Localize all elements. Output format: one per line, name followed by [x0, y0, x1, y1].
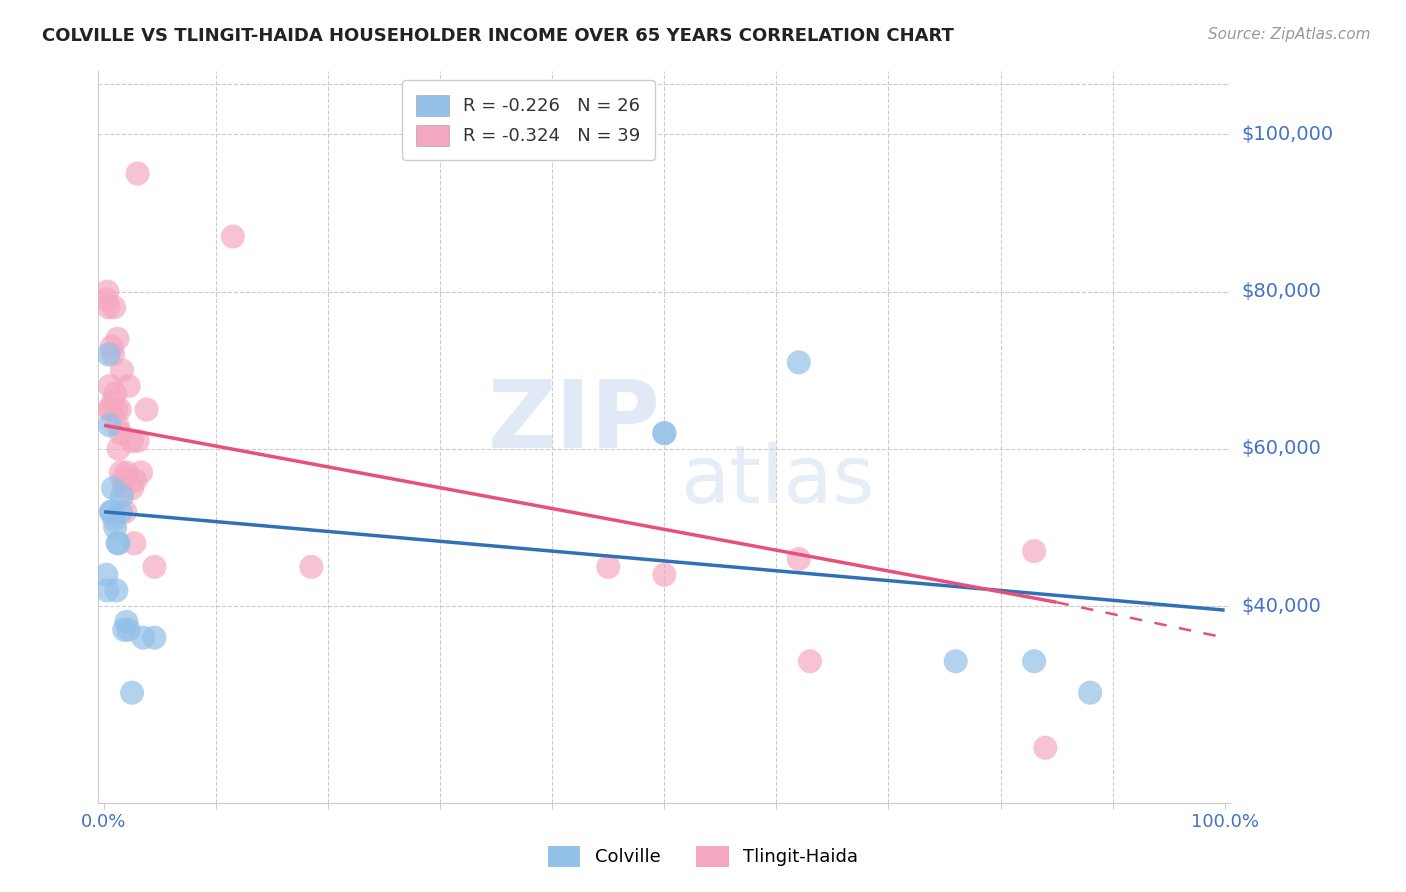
Legend: R = -0.226   N = 26, R = -0.324   N = 39: R = -0.226 N = 26, R = -0.324 N = 39 — [402, 80, 655, 160]
Point — [114, 505, 136, 519]
Point — [110, 505, 132, 519]
Point — [104, 520, 127, 534]
Point — [115, 466, 138, 480]
Text: Source: ZipAtlas.com: Source: ZipAtlas.com — [1208, 27, 1371, 42]
Point — [112, 473, 135, 487]
Point — [1033, 740, 1056, 755]
Point — [787, 552, 810, 566]
Point — [124, 473, 146, 487]
Point — [1024, 544, 1046, 558]
Point — [98, 379, 121, 393]
Point — [654, 426, 676, 441]
Point — [103, 301, 125, 315]
Point — [1078, 686, 1101, 700]
Point — [101, 340, 124, 354]
Text: $40,000: $40,000 — [1241, 597, 1322, 615]
Point — [111, 489, 134, 503]
Point — [97, 402, 120, 417]
Point — [107, 442, 129, 456]
Point — [143, 631, 166, 645]
Text: COLVILLE VS TLINGIT-HAIDA HOUSEHOLDER INCOME OVER 65 YEARS CORRELATION CHART: COLVILLE VS TLINGIT-HAIDA HOUSEHOLDER IN… — [42, 27, 955, 45]
Point — [129, 466, 152, 480]
Point — [121, 434, 143, 448]
Text: $80,000: $80,000 — [1241, 282, 1322, 301]
Point — [107, 332, 129, 346]
Point — [96, 567, 118, 582]
Point — [103, 513, 125, 527]
Point — [143, 559, 166, 574]
Point — [112, 623, 135, 637]
Point — [96, 293, 118, 307]
Point — [598, 559, 620, 574]
Text: ZIP: ZIP — [488, 376, 661, 468]
Point — [105, 402, 128, 417]
Point — [110, 466, 132, 480]
Point — [299, 559, 322, 574]
Point — [98, 418, 121, 433]
Point — [945, 654, 967, 668]
Point — [121, 481, 143, 495]
Point — [654, 426, 676, 441]
Point — [121, 686, 143, 700]
Point — [105, 583, 128, 598]
Point — [97, 301, 120, 315]
Point — [127, 434, 149, 448]
Point — [101, 394, 124, 409]
Point — [107, 536, 129, 550]
Point — [1024, 654, 1046, 668]
Point — [115, 615, 138, 629]
Text: $60,000: $60,000 — [1241, 440, 1322, 458]
Point — [654, 567, 676, 582]
Point — [100, 402, 122, 417]
Point — [101, 505, 124, 519]
Text: atlas: atlas — [681, 442, 875, 520]
Point — [96, 583, 118, 598]
Point — [135, 402, 157, 417]
Point — [107, 536, 129, 550]
Point — [107, 418, 129, 433]
Point — [101, 347, 124, 361]
Point — [118, 379, 141, 393]
Point — [108, 402, 131, 417]
Point — [787, 355, 810, 369]
Point — [127, 167, 149, 181]
Point — [101, 481, 124, 495]
Point — [118, 623, 141, 637]
Point — [111, 363, 134, 377]
Text: $100,000: $100,000 — [1241, 125, 1333, 144]
Point — [222, 229, 245, 244]
Point — [132, 631, 155, 645]
Point — [104, 387, 127, 401]
Point — [100, 505, 122, 519]
Point — [112, 481, 135, 495]
Point — [124, 536, 146, 550]
Legend: Colville, Tlingit-Haida: Colville, Tlingit-Haida — [540, 838, 866, 874]
Point — [96, 285, 118, 299]
Point — [97, 347, 120, 361]
Point — [110, 426, 132, 441]
Point — [799, 654, 821, 668]
